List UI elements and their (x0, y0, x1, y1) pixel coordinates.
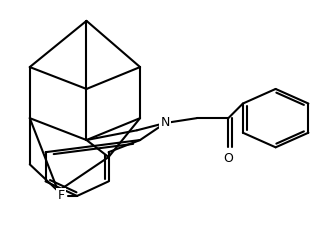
Text: O: O (224, 152, 233, 165)
Text: F: F (58, 189, 65, 202)
Text: N: N (161, 117, 170, 129)
